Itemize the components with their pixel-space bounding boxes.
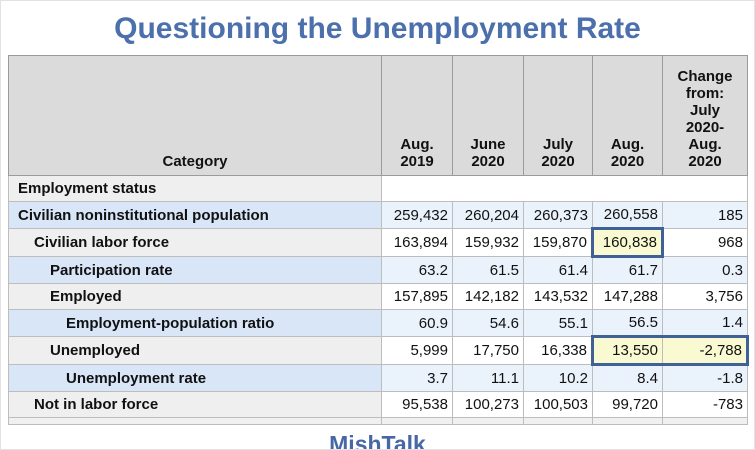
cell-july-2020: 100,503 [523, 391, 593, 418]
empty-section-cells [381, 175, 748, 202]
row-label: Not in labor force [8, 391, 382, 418]
page-title: Questioning the Unemployment Rate [114, 12, 641, 45]
highlighted-cell-labor-force-aug-2020: 160,838 [591, 227, 664, 258]
row-label: Unemployment rate [8, 364, 382, 392]
column-header-aug-2019: Aug. 2019 [381, 55, 453, 176]
cell-aug-2020: 99,720 [592, 391, 663, 418]
cell-july-2020: 143,532 [523, 283, 593, 310]
table-row-unemployment-rate: Unemployment rate 3.7 11.1 10.2 8.4 -1.8 [8, 364, 748, 392]
cell-aug-2019: 157,895 [381, 283, 453, 310]
cell-june-2020: 142,182 [452, 283, 524, 310]
row-label: Civilian labor force [8, 228, 382, 257]
cell-june-2020: 61.5 [452, 256, 524, 284]
cell-july-2020: 260,373 [523, 201, 593, 229]
column-header-july-2020: July 2020 [523, 55, 593, 176]
cell-change: 968 [662, 228, 748, 257]
table-header-row: Category Aug. 2019 June 2020 July 2020 A… [8, 55, 748, 176]
highlighted-cell-unemployed-change: -2,788 [662, 335, 749, 366]
table-row-employed: Employed 157,895 142,182 143,532 147,288… [8, 283, 748, 310]
cell-july-2020: 55.1 [523, 309, 593, 337]
cell-june-2020: 17,750 [452, 336, 524, 365]
cell-aug-2019: 95,538 [381, 391, 453, 418]
table-row-participation-rate: Participation rate 63.2 61.5 61.4 61.7 0… [8, 256, 748, 284]
cell-change: 185 [662, 201, 748, 229]
table-row-unemployed: Unemployed 5,999 17,750 16,338 13,550 -2… [8, 335, 749, 366]
table-footer-spacer-row [8, 417, 748, 425]
table-row-civilian-labor-force: Civilian labor force 163,894 159,932 159… [8, 227, 748, 258]
row-label: Employed [8, 283, 382, 310]
cell-june-2020: 100,273 [452, 391, 524, 418]
cell-june-2020: 11.1 [452, 364, 524, 392]
cell-july-2020: 16,338 [523, 336, 593, 365]
cell-change: -783 [662, 391, 748, 418]
highlighted-cell-unemployed-aug-2020: 13,550 [591, 335, 663, 366]
cell-aug-2020: 8.4 [592, 364, 663, 392]
cell-aug-2020: 56.5 [592, 309, 663, 337]
cell-change: 1.4 [662, 309, 748, 337]
table-row-not-in-labor-force: Not in labor force 95,538 100,273 100,50… [8, 391, 748, 418]
cell-aug-2020: 147,288 [592, 283, 663, 310]
cell-aug-2019: 259,432 [381, 201, 453, 229]
table-row-employment-population-ratio: Employment-population ratio 60.9 54.6 55… [8, 309, 748, 337]
cell-july-2020: 61.4 [523, 256, 593, 284]
cell-change: 0.3 [662, 256, 748, 284]
column-header-june-2020: June 2020 [452, 55, 524, 176]
cell-aug-2019: 163,894 [381, 228, 453, 257]
cell-aug-2019: 60.9 [381, 309, 453, 337]
cell-change: -1.8 [662, 364, 748, 392]
cell-july-2020: 10.2 [523, 364, 593, 392]
row-label: Employment status [8, 175, 382, 202]
cell-aug-2019: 3.7 [381, 364, 453, 392]
employment-data-table: Category Aug. 2019 June 2020 July 2020 A… [8, 55, 749, 425]
table-row-civilian-population: Civilian noninstitutional population 259… [8, 201, 748, 229]
column-header-change: Change from: July 2020- Aug. 2020 [662, 55, 748, 176]
cell-aug-2019: 63.2 [381, 256, 453, 284]
row-label: Unemployed [8, 336, 382, 365]
row-label: Employment-population ratio [8, 309, 382, 337]
cell-change: 3,756 [662, 283, 748, 310]
cell-aug-2020: 61.7 [592, 256, 663, 284]
cell-aug-2020: 260,558 [592, 201, 663, 229]
row-label: Participation rate [8, 256, 382, 284]
brand-attribution: MishTalk [329, 431, 426, 450]
cell-june-2020: 260,204 [452, 201, 524, 229]
cell-june-2020: 159,932 [452, 228, 524, 257]
column-header-aug-2020: Aug. 2020 [592, 55, 663, 176]
cell-aug-2019: 5,999 [381, 336, 453, 365]
cell-july-2020: 159,870 [523, 228, 593, 257]
row-label: Civilian noninstitutional population [8, 201, 382, 229]
column-header-category: Category [8, 55, 382, 176]
cell-june-2020: 54.6 [452, 309, 524, 337]
table-row-employment-status: Employment status [8, 175, 748, 202]
